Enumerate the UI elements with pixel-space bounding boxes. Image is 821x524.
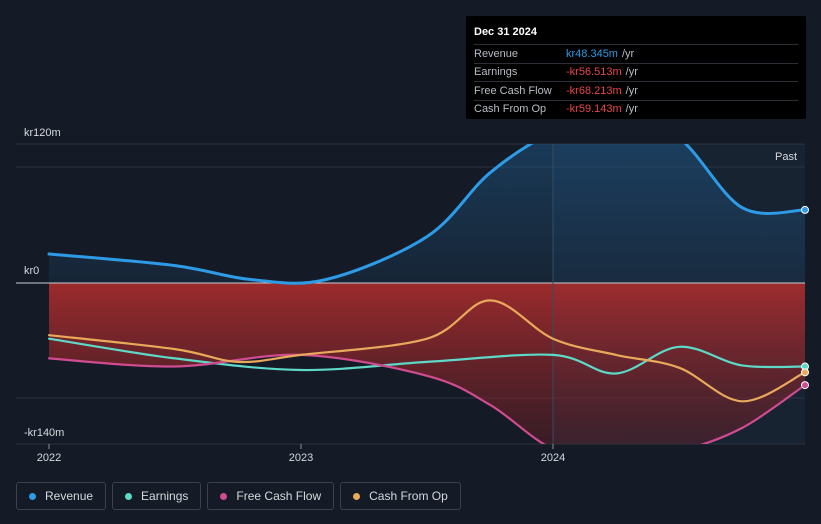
revenue-area bbox=[49, 144, 805, 284]
tooltip-unit: /yr bbox=[625, 84, 638, 97]
tooltip-row-free-cash-flow: Free Cash Flow -kr68.213m /yr bbox=[474, 81, 798, 100]
tooltip-label: Cash From Op bbox=[474, 103, 547, 116]
series-line-cash-from-op bbox=[47, 299, 805, 403]
tooltip-value: -kr56.513m bbox=[566, 66, 622, 79]
legend-item-revenue[interactable]: Revenue bbox=[16, 482, 107, 510]
legend-dot-icon bbox=[353, 492, 361, 500]
x-tick-label: 2022 bbox=[37, 452, 61, 464]
tooltip-value: -kr68.213m bbox=[566, 84, 622, 97]
tooltip-row-cash-from-op: Cash From Op -kr59.143m /yr bbox=[474, 99, 798, 119]
legend-dot-icon bbox=[125, 492, 133, 500]
negative-area bbox=[49, 283, 805, 444]
y-label-zero: kr0 bbox=[24, 265, 39, 277]
series-line-revenue bbox=[47, 144, 805, 285]
tooltip-value: kr48.345m bbox=[566, 47, 618, 60]
legend-item-earnings[interactable]: Earnings bbox=[112, 482, 202, 510]
legend-label: Cash From Op bbox=[369, 489, 448, 503]
legend-item-cash-from-op[interactable]: Cash From Op bbox=[340, 482, 461, 510]
legend-dot-icon bbox=[29, 492, 36, 500]
tooltip-unit: /yr bbox=[621, 47, 635, 60]
tooltip: Dec 31 2024 Revenue kr48.345m /yr Earnin… bbox=[466, 16, 806, 119]
y-label-top: kr120m bbox=[24, 127, 61, 139]
tooltip-unit: /yr bbox=[625, 103, 638, 116]
tooltip-label: Free Cash Flow bbox=[474, 84, 552, 97]
tooltip-row-earnings: Earnings -kr56.513m /yr bbox=[474, 62, 798, 82]
y-label-bottom: -kr140m bbox=[24, 427, 64, 439]
end-marker-cash-from-op bbox=[801, 368, 809, 377]
tooltip-label: Earnings bbox=[474, 66, 518, 79]
series-line-free-cash-flow bbox=[47, 353, 805, 444]
past-label: Past bbox=[775, 151, 797, 163]
legend-item-free-cash-flow[interactable]: Free Cash Flow bbox=[207, 482, 335, 510]
x-tick-label: 2024 bbox=[541, 452, 565, 464]
legend-label: Earnings bbox=[141, 489, 189, 503]
tooltip-unit: /yr bbox=[625, 66, 638, 79]
x-tick-label: 2023 bbox=[289, 452, 313, 464]
end-marker-free-cash-flow bbox=[801, 381, 809, 390]
legend-dot-icon bbox=[220, 492, 228, 500]
legend-label: Revenue bbox=[45, 489, 94, 503]
tooltip-row-revenue: Revenue kr48.345m /yr bbox=[474, 44, 798, 63]
legend: Revenue Earnings Free Cash Flow Cash Fro… bbox=[16, 482, 461, 510]
end-marker-revenue bbox=[801, 205, 809, 214]
tooltip-value: -kr59.143m bbox=[566, 103, 622, 116]
series-line-earnings bbox=[47, 337, 805, 375]
tooltip-date: Dec 31 2024 bbox=[474, 26, 537, 38]
legend-label: Free Cash Flow bbox=[236, 489, 322, 503]
tooltip-label: Revenue bbox=[474, 47, 519, 60]
